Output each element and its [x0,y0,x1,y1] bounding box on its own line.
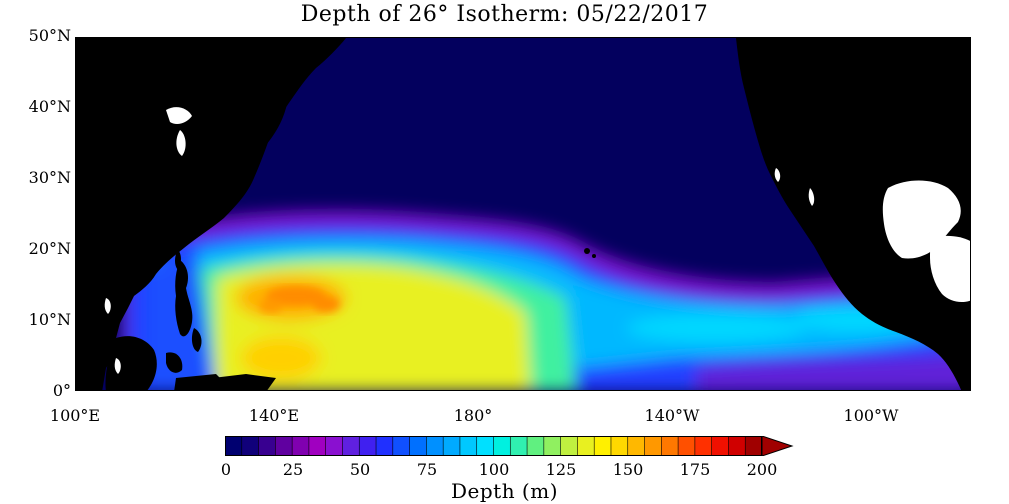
colorbar-segment [510,436,528,456]
colorbar-tick-100: 100 [478,460,510,479]
colorbar-segment [594,436,612,456]
lon-label-100w: 100°W [843,406,899,425]
borneo [105,336,157,390]
korea-peninsula [219,128,239,164]
lon-label-180: 180° [453,406,493,425]
colorbar-tick-175: 175 [679,460,711,479]
colorbar-segment [409,436,427,456]
colorbar-tick-150: 150 [612,460,644,479]
colorbar-segment [225,436,243,456]
colorbar-segment [459,436,478,456]
colorbar-segment [476,436,494,456]
asia-landmass [76,38,346,390]
lat-label-40n: 40°N [28,97,71,116]
japan-islands [230,68,288,178]
colorbar-segment [241,436,260,456]
colorbar-tick-50: 50 [349,460,371,479]
depth-colorbar [225,436,794,456]
warm-pool-detail [259,286,340,313]
north-america-landmass [736,38,970,390]
colorbar-segment [543,436,562,456]
no-data-coast [104,107,815,374]
caribbean-sea [930,235,970,302]
colorbar-segment [577,436,595,456]
colorbar-tick-0: 0 [220,460,232,479]
lat-label-20n: 20°N [28,239,71,258]
hawaii [584,248,590,254]
lon-label-140e: 140°E [248,406,300,425]
colorbar-segment [342,436,360,456]
colorbar-segment [560,436,578,456]
colorbar-tick-125: 125 [545,460,577,479]
colorbar-segment [376,436,394,456]
colorbar-tick-25: 25 [282,460,304,479]
colorbar-segment [644,436,662,456]
colorbar-segment [359,436,377,456]
colorbar-title: Depth (m) [450,479,559,503]
lat-label-30n: 30°N [28,168,71,187]
lat-label-50n: 50°N [28,26,71,45]
colorbar-segment [610,436,629,456]
colorbar-segment [694,436,713,456]
colorbar-tick-75: 75 [416,460,438,479]
warm-pool-field [121,210,970,390]
lat-label-0: 0° [52,381,71,400]
colorbar-segment [493,436,511,456]
colorbar-segment [627,436,646,456]
hokkaido [286,56,300,80]
baja-california [795,188,823,248]
colorbar-segment [258,436,276,456]
colorbar-segment [275,436,293,456]
lon-label-100e: 100°E [49,406,101,425]
new-guinea [194,374,276,390]
colorbar-segment [292,436,310,456]
philippines [175,260,193,337]
colorbar-segment [443,436,461,456]
colorbar-segment [728,436,746,456]
colorbar-segment [711,436,729,456]
colorbar-segment [661,436,679,456]
colorbar-segment [392,436,411,456]
colorbar-segment [678,436,696,456]
colorbar-segment [527,436,545,456]
map-title: Depth of 26° Isotherm: 05/22/2017 [300,2,709,27]
colorbar-tick-200: 200 [746,460,778,479]
colorbar-segment [426,436,444,456]
colorbar-segment [308,436,327,456]
lat-label-10n: 10°N [28,310,71,329]
colorbar-overflow-arrow [761,436,794,456]
colorbar-segment [325,436,343,456]
isotherm-depth-map [75,37,971,391]
map-graphic [76,38,970,390]
lon-label-140w: 140°W [644,406,700,425]
colorbar-segment [745,436,763,456]
